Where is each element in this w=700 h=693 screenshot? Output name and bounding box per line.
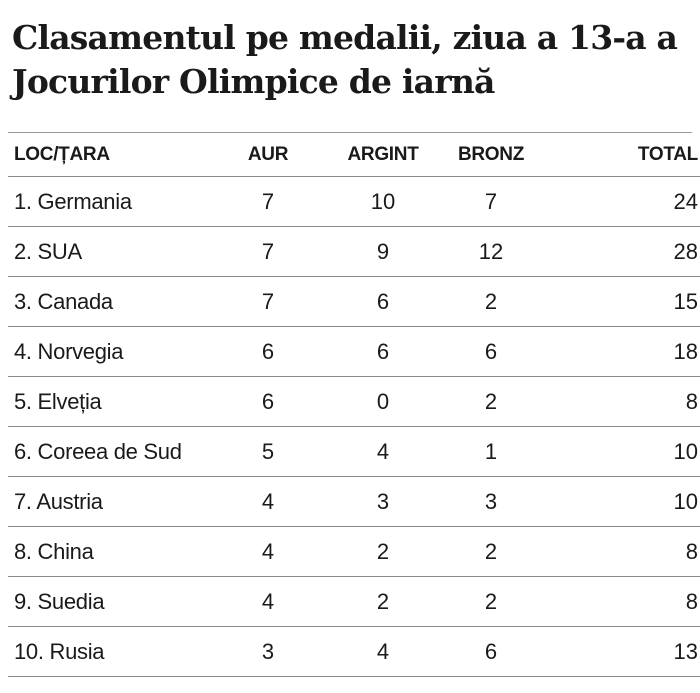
cell-country: 1. Germania <box>8 176 222 227</box>
cell-silver: 6 <box>314 326 452 377</box>
table-row: 2. SUA 7 9 12 28 <box>8 226 700 277</box>
table-row: 5. Elveția 6 0 2 8 <box>8 376 700 427</box>
cell-gold: 4 <box>222 526 314 577</box>
cell-bronze: 12 <box>452 226 530 277</box>
cell-country: 6. Coreea de Sud <box>8 426 222 477</box>
cell-country: 4. Norvegia <box>8 326 222 377</box>
cell-bronze: 2 <box>452 526 530 577</box>
cell-total: 13 <box>530 626 700 677</box>
cell-bronze: 2 <box>452 276 530 327</box>
column-header-country: LOC/ȚARA <box>8 133 222 177</box>
table-row: 1. Germania 7 10 7 24 <box>8 176 700 227</box>
medal-table: LOC/ȚARA AUR ARGINT BRONZ TOTAL 1. Germa… <box>8 133 700 677</box>
table-row: 8. China 4 2 2 8 <box>8 526 700 577</box>
column-header-gold: AUR <box>222 133 314 177</box>
cell-gold: 5 <box>222 426 314 477</box>
cell-gold: 3 <box>222 626 314 677</box>
cell-country: 8. China <box>8 526 222 577</box>
cell-country: 9. Suedia <box>8 576 222 627</box>
table-row: 3. Canada 7 6 2 15 <box>8 276 700 327</box>
cell-silver: 6 <box>314 276 452 327</box>
cell-silver: 2 <box>314 576 452 627</box>
cell-bronze: 2 <box>452 576 530 627</box>
cell-silver: 0 <box>314 376 452 427</box>
column-header-total: TOTAL <box>530 133 700 177</box>
table-row: 6. Coreea de Sud 5 4 1 10 <box>8 426 700 477</box>
cell-silver: 10 <box>314 176 452 227</box>
table-row: 7. Austria 4 3 3 10 <box>8 476 700 527</box>
cell-country: 7. Austria <box>8 476 222 527</box>
cell-total: 15 <box>530 276 700 327</box>
cell-gold: 6 <box>222 376 314 427</box>
cell-total: 8 <box>530 576 700 627</box>
table-row: 4. Norvegia 6 6 6 18 <box>8 326 700 377</box>
table-body: 1. Germania 7 10 7 24 2. SUA 7 9 12 28 3. Canada 7 6… <box>8 176 700 677</box>
cell-total: 10 <box>530 426 700 477</box>
column-header-silver: ARGINT <box>314 133 452 177</box>
cell-country: 3. Canada <box>8 276 222 327</box>
cell-gold: 7 <box>222 176 314 227</box>
cell-total: 8 <box>530 526 700 577</box>
cell-country: 5. Elveția <box>8 376 222 427</box>
cell-bronze: 6 <box>452 626 530 677</box>
cell-bronze: 3 <box>452 476 530 527</box>
header-top-rule <box>8 132 692 133</box>
cell-total: 24 <box>530 176 700 227</box>
cell-silver: 4 <box>314 426 452 477</box>
cell-bronze: 6 <box>452 326 530 377</box>
cell-silver: 4 <box>314 626 452 677</box>
chart-title: Clasamentul pe medalii, ziua a 13-a a Jo… <box>12 18 678 101</box>
cell-total: 28 <box>530 226 700 277</box>
cell-bronze: 7 <box>452 176 530 227</box>
cell-gold: 7 <box>222 276 314 327</box>
cell-total: 18 <box>530 326 700 377</box>
cell-gold: 4 <box>222 576 314 627</box>
cell-country: 2. SUA <box>8 226 222 277</box>
cell-silver: 2 <box>314 526 452 577</box>
column-header-bronze: BRONZ <box>452 133 530 177</box>
cell-silver: 9 <box>314 226 452 277</box>
cell-total: 10 <box>530 476 700 527</box>
table-row: 9. Suedia 4 2 2 8 <box>8 576 700 627</box>
header-row: LOC/ȚARA AUR ARGINT BRONZ TOTAL <box>8 133 700 177</box>
cell-gold: 4 <box>222 476 314 527</box>
cell-silver: 3 <box>314 476 452 527</box>
cell-bronze: 2 <box>452 376 530 427</box>
cell-gold: 7 <box>222 226 314 277</box>
cell-bronze: 1 <box>452 426 530 477</box>
table-row: 10. Rusia 3 4 6 13 <box>8 626 700 677</box>
cell-gold: 6 <box>222 326 314 377</box>
cell-country: 10. Rusia <box>8 626 222 677</box>
cell-total: 8 <box>530 376 700 427</box>
